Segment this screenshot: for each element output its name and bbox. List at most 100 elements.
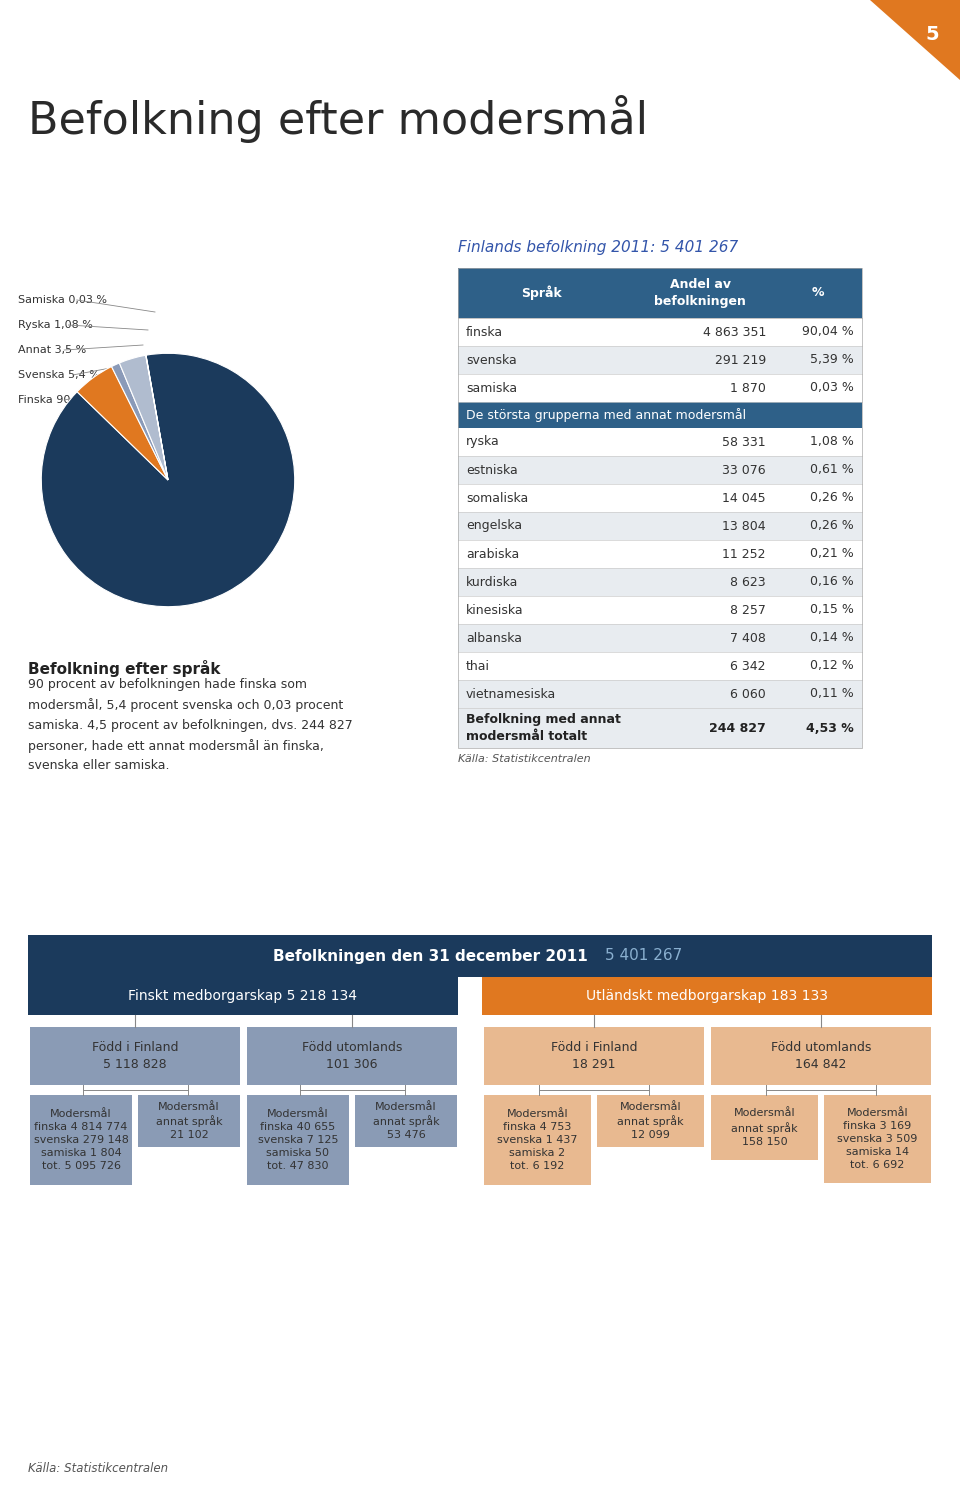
Text: 291 219: 291 219	[715, 353, 766, 367]
Wedge shape	[111, 362, 168, 480]
Text: 1 870: 1 870	[731, 382, 766, 395]
Text: svenska: svenska	[466, 353, 516, 367]
Text: kinesiska: kinesiska	[466, 604, 523, 616]
Text: Modersmål
finska 4 814 774
svenska 279 148
samiska 1 804
tot. 5 095 726: Modersmål finska 4 814 774 svenska 279 1…	[34, 1109, 129, 1170]
Bar	[458, 568, 862, 596]
Text: Modersmål
finska 4 753
svenska 1 437
samiska 2
tot. 6 192: Modersmål finska 4 753 svenska 1 437 sam…	[497, 1109, 578, 1170]
Text: Andel av
befolkningen: Andel av befolkningen	[654, 279, 746, 307]
Text: Född i Finland
18 291: Född i Finland 18 291	[551, 1041, 637, 1071]
Text: Språk: Språk	[521, 286, 563, 300]
Text: 1,08 %: 1,08 %	[810, 435, 854, 449]
Text: 6 342: 6 342	[731, 659, 766, 672]
Text: finska: finska	[466, 325, 503, 338]
Text: Född utomlands
101 306: Född utomlands 101 306	[301, 1041, 402, 1071]
Text: kurdiska: kurdiska	[466, 576, 518, 589]
Bar	[458, 652, 862, 680]
Bar	[458, 268, 862, 318]
Bar	[484, 1094, 591, 1185]
Bar	[458, 485, 862, 511]
Text: 33 076: 33 076	[722, 464, 766, 477]
Text: ryska: ryska	[466, 435, 500, 449]
Text: Befolkningen den 31 december 2011: Befolkningen den 31 december 2011	[273, 948, 588, 963]
Text: Modersmål
finska 40 655
svenska 7 125
samiska 50
tot. 47 830: Modersmål finska 40 655 svenska 7 125 sa…	[257, 1109, 338, 1170]
Text: Finskt medborgarskap 5 218 134: Finskt medborgarskap 5 218 134	[129, 989, 357, 1003]
Bar	[458, 680, 862, 708]
Text: vietnamesiska: vietnamesiska	[466, 687, 556, 701]
Text: Befolkning efter modersmål: Befolkning efter modersmål	[28, 95, 648, 143]
Text: Finska 90 %: Finska 90 %	[18, 395, 84, 406]
Bar	[458, 625, 862, 652]
Text: Modersmål
annat språk
53 476: Modersmål annat språk 53 476	[372, 1102, 440, 1141]
Text: Annat 3,5 %: Annat 3,5 %	[18, 344, 86, 355]
Wedge shape	[41, 353, 295, 607]
Bar	[458, 456, 862, 485]
Text: Källa: Statistikcentralen: Källa: Statistikcentralen	[458, 754, 590, 763]
Text: Utländskt medborgarskap 183 133: Utländskt medborgarskap 183 133	[586, 989, 828, 1003]
Text: 0,03 %: 0,03 %	[810, 382, 854, 395]
Text: engelska: engelska	[466, 519, 522, 532]
Text: Född i Finland
5 118 828: Född i Finland 5 118 828	[92, 1041, 179, 1071]
Text: samiska: samiska	[466, 382, 517, 395]
Text: 4 863 351: 4 863 351	[703, 325, 766, 338]
Text: Modersmål
finska 3 169
svenska 3 509
samiska 14
tot. 6 692: Modersmål finska 3 169 svenska 3 509 sam…	[837, 1108, 918, 1169]
Bar	[824, 1094, 931, 1182]
Bar	[458, 268, 862, 748]
Text: Svenska 5,4 %: Svenska 5,4 %	[18, 370, 100, 380]
Text: %: %	[812, 286, 825, 300]
Text: somaliska: somaliska	[466, 492, 528, 504]
Bar	[482, 977, 932, 1015]
Text: 0,26 %: 0,26 %	[810, 492, 854, 504]
Bar	[458, 346, 862, 374]
Bar	[247, 1027, 457, 1085]
Polygon shape	[870, 0, 960, 81]
Text: thai: thai	[466, 659, 490, 672]
Wedge shape	[146, 355, 168, 480]
Bar	[28, 977, 458, 1015]
Bar	[484, 1027, 704, 1085]
Bar	[458, 318, 862, 346]
Bar	[458, 596, 862, 625]
Text: 0,11 %: 0,11 %	[810, 687, 854, 701]
Bar	[711, 1027, 931, 1085]
Text: 0,26 %: 0,26 %	[810, 519, 854, 532]
Text: 4,53 %: 4,53 %	[806, 722, 854, 735]
Text: Källa: Statistikcentralen: Källa: Statistikcentralen	[28, 1461, 168, 1475]
Text: Finlands befolkning 2011: 5 401 267: Finlands befolkning 2011: 5 401 267	[458, 240, 738, 255]
Text: 6 060: 6 060	[731, 687, 766, 701]
Text: 58 331: 58 331	[722, 435, 766, 449]
Text: 90,04 %: 90,04 %	[803, 325, 854, 338]
Text: Modersmål
annat språk
12 099: Modersmål annat språk 12 099	[617, 1102, 684, 1141]
Wedge shape	[77, 367, 168, 480]
Bar	[458, 708, 862, 748]
Bar	[458, 511, 862, 540]
Text: 0,14 %: 0,14 %	[810, 632, 854, 644]
Text: 0,12 %: 0,12 %	[810, 659, 854, 672]
Text: 8 257: 8 257	[731, 604, 766, 616]
Bar	[458, 428, 862, 456]
Text: Befolkning med annat
modersmål totalt: Befolkning med annat modersmål totalt	[466, 714, 621, 743]
Bar	[30, 1027, 240, 1085]
Text: 5,39 %: 5,39 %	[810, 353, 854, 367]
Bar	[30, 1094, 132, 1185]
Text: 5 401 267: 5 401 267	[605, 948, 683, 963]
Text: 13 804: 13 804	[722, 519, 766, 532]
Bar	[28, 935, 932, 977]
Bar	[247, 1094, 349, 1185]
Text: arabiska: arabiska	[466, 547, 519, 561]
Text: 14 045: 14 045	[722, 492, 766, 504]
Text: 0,15 %: 0,15 %	[810, 604, 854, 616]
Text: Samiska 0,03 %: Samiska 0,03 %	[18, 295, 107, 306]
Bar	[458, 403, 862, 428]
Bar	[458, 540, 862, 568]
Text: estniska: estniska	[466, 464, 517, 477]
Text: Född utomlands
164 842: Född utomlands 164 842	[771, 1041, 871, 1071]
Bar	[711, 1094, 818, 1160]
Text: 0,21 %: 0,21 %	[810, 547, 854, 561]
Bar	[458, 374, 862, 403]
Text: albanska: albanska	[466, 632, 522, 644]
Text: 7 408: 7 408	[731, 632, 766, 644]
Text: 0,16 %: 0,16 %	[810, 576, 854, 589]
Wedge shape	[119, 355, 168, 480]
Text: De största grupperna med annat modersmål: De största grupperna med annat modersmål	[466, 409, 746, 422]
Text: Befolkning efter språk: Befolkning efter språk	[28, 661, 221, 677]
